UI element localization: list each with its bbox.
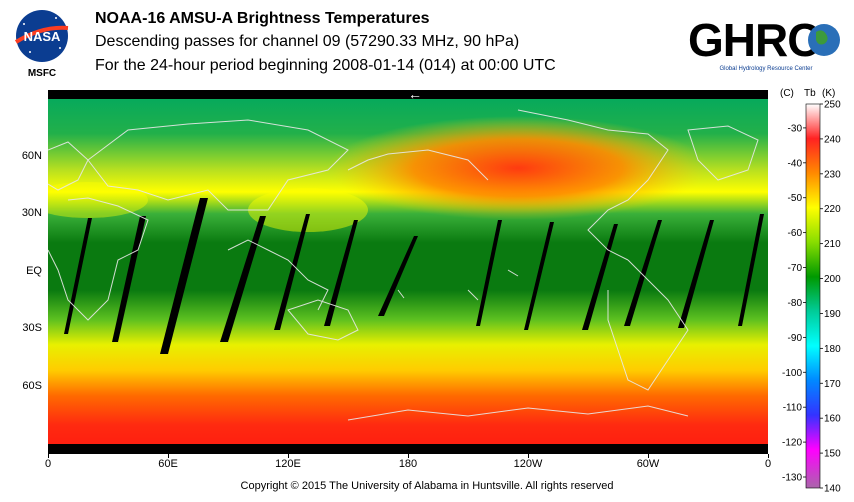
- subtitle-channel: Descending passes for channel 09 (57290.…: [95, 33, 520, 50]
- colorbar-celsius-tick: -90: [788, 333, 803, 344]
- colorbar-celsius-tick: -130: [782, 473, 802, 484]
- colorbar-header-kelvin: (K): [822, 88, 835, 99]
- x-tick-mark: [648, 454, 649, 458]
- x-tick-label: 0: [44, 458, 52, 470]
- y-tick-label: EQ: [26, 264, 42, 277]
- x-tick-mark: [768, 454, 769, 458]
- x-tick-label: 60W: [636, 458, 660, 470]
- nasa-badge-text: NASA: [24, 29, 61, 44]
- coastlines: [48, 109, 759, 421]
- y-tick-label: 60N: [21, 149, 42, 162]
- copyright-notice: Copyright © 2015 The University of Alaba…: [240, 480, 614, 492]
- colorbar-kelvin-tick: 140: [824, 484, 841, 495]
- page-title: NOAA-16 AMSU-A Brightness Temperatures: [95, 10, 430, 27]
- colorbar-kelvin-tick: 220: [824, 204, 841, 215]
- y-tick-label: 60S: [22, 379, 42, 392]
- north-polar-band: [48, 90, 768, 99]
- colorbar-celsius-tick: -30: [788, 123, 803, 134]
- ghrc-wordmark: GHRC: [688, 14, 819, 66]
- colorbar-kelvin-tick: 170: [824, 379, 841, 390]
- x-tick-label: 180: [398, 458, 418, 470]
- colorbar-kelvin-ticks: 250 240 230 220 210 200 190 180 170 160 150 140: [820, 100, 841, 495]
- x-tick-mark: [48, 454, 49, 458]
- msfc-label: MSFC: [28, 68, 56, 79]
- colorbar-kelvin-tick: 250: [824, 100, 841, 111]
- y-tick-label: 30N: [21, 207, 42, 219]
- y-tick-label: 30S: [22, 322, 42, 334]
- x-tick-mark: [408, 454, 409, 458]
- brightness-temperature-map: ←: [48, 90, 768, 454]
- x-tick-label: 60E: [158, 458, 178, 470]
- x-tick-mark: [528, 454, 529, 458]
- subtitle-period: For the 24-hour period beginning 2008-01…: [95, 57, 556, 74]
- x-tick-mark: [288, 454, 289, 458]
- arctic-warm-region: [328, 116, 708, 220]
- south-polar-band: [48, 444, 768, 454]
- title-block: NOAA-16 AMSU-A Brightness Temperatures D…: [95, 8, 556, 78]
- colorbar-celsius-tick: -110: [783, 403, 803, 414]
- colorbar-kelvin-tick: 150: [824, 449, 841, 460]
- colorbar: (C) Tb (K) -30 -40 -50 -60 -70 -80 -90 -100 -110…: [776, 88, 854, 495]
- colorbar-kelvin-tick: 190: [824, 309, 841, 320]
- colorbar-kelvin-tick: 240: [824, 134, 841, 145]
- colorbar-kelvin-tick: 180: [824, 344, 841, 355]
- x-tick-label: 120W: [513, 458, 543, 470]
- orbit-direction-arrow: ←: [408, 90, 422, 102]
- x-tick-mark: [168, 454, 169, 458]
- colorbar-header-celsius: (C): [780, 88, 794, 99]
- ghrc-logo: GHRC Global Hydrology Resource Center: [686, 10, 848, 76]
- missing-data-swaths: [64, 198, 764, 354]
- x-tick-label: 120E: [275, 458, 301, 470]
- colorbar-kelvin-tick: 160: [824, 414, 841, 425]
- colorbar-celsius-tick: -100: [782, 368, 802, 379]
- nasa-meatball-logo: NASA MSFC: [10, 6, 74, 80]
- colorbar-celsius-tick: -120: [782, 438, 802, 449]
- colorbar-kelvin-tick: 200: [824, 274, 841, 285]
- colorbar-celsius-ticks: -30 -40 -50 -60 -70 -80 -90 -100 -110 -120 -130: [782, 123, 806, 484]
- colorbar-celsius-tick: -40: [788, 158, 803, 169]
- colorbar-ramp: [805, 103, 821, 489]
- colorbar-celsius-tick: -80: [788, 298, 803, 309]
- ghrc-caption: Global Hydrology Resource Center: [719, 66, 812, 72]
- colorbar-celsius-tick: -50: [788, 193, 803, 204]
- colorbar-header-tb: Tb: [804, 88, 816, 99]
- colorbar-celsius-tick: -60: [788, 228, 803, 239]
- colorbar-celsius-tick: -70: [788, 263, 803, 274]
- colorbar-kelvin-tick: 210: [824, 239, 841, 250]
- colorbar-kelvin-tick: 230: [824, 169, 841, 180]
